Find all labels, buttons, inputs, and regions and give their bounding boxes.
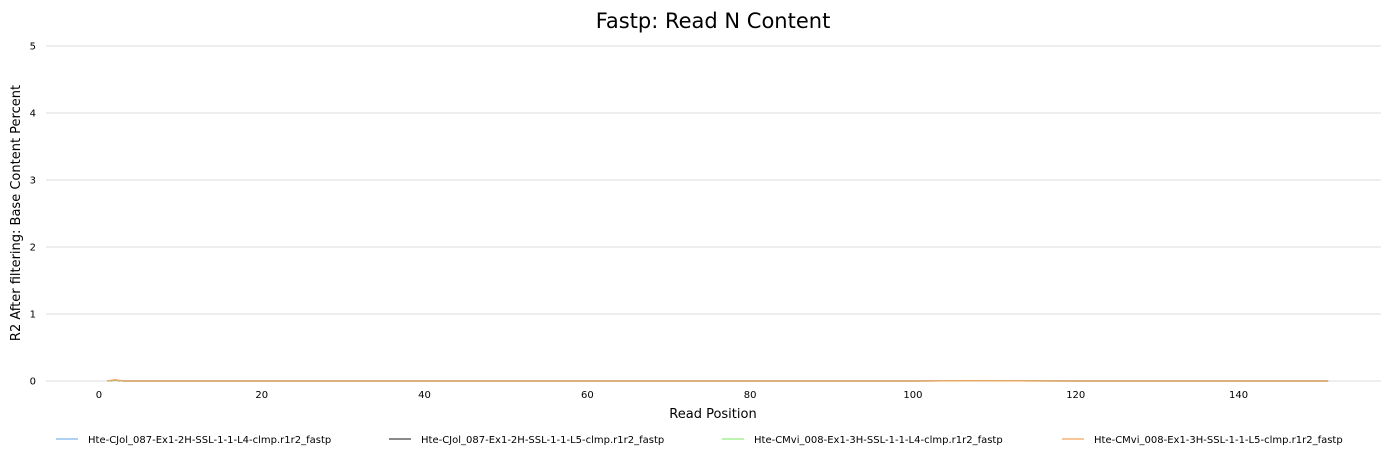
legend-label: Hte-CJol_087-Ex1-2H-SSL-1-1-L5-clmp.r1r2…: [421, 435, 664, 446]
legend-item[interactable]: Hte-CMvi_008-Ex1-3H-SSL-1-1-L4-clmp.r1r2…: [722, 435, 1003, 446]
legend-label: Hte-CMvi_008-Ex1-3H-SSL-1-1-L4-clmp.r1r2…: [754, 435, 1003, 446]
x-tick-label: 80: [744, 390, 757, 401]
x-tick-label: 60: [581, 390, 594, 401]
x-axis-ticks: 0 20 40 60 80 100 120 140: [96, 390, 1248, 401]
legend-item[interactable]: Hte-CJol_087-Ex1-2H-SSL-1-1-L5-clmp.r1r2…: [389, 435, 664, 446]
chart-title: Fastp: Read N Content: [596, 9, 831, 33]
y-axis-ticks: 0 1 2 3 4 5: [30, 42, 36, 388]
x-axis-label: Read Position: [669, 407, 756, 422]
legend-label: Hte-CMvi_008-Ex1-3H-SSL-1-1-L5-clmp.r1r2…: [1094, 435, 1343, 446]
x-tick-label: 100: [903, 390, 922, 401]
legend-item[interactable]: Hte-CJol_087-Ex1-2H-SSL-1-1-L4-clmp.r1r2…: [56, 435, 331, 446]
x-tick-label: 20: [255, 390, 268, 401]
x-tick-label: 140: [1229, 390, 1248, 401]
y-tick-label: 1: [30, 310, 36, 321]
legend[interactable]: Hte-CJol_087-Ex1-2H-SSL-1-1-L4-clmp.r1r2…: [56, 435, 1343, 446]
x-tick-label: 40: [418, 390, 431, 401]
y-axis-label: R2 After filtering: Base Content Percent: [9, 85, 24, 341]
y-tick-label: 0: [30, 377, 36, 388]
y-tick-label: 3: [30, 176, 36, 187]
y-tick-label: 4: [30, 109, 36, 120]
legend-item[interactable]: Hte-CMvi_008-Ex1-3H-SSL-1-1-L5-clmp.r1r2…: [1062, 435, 1343, 446]
x-tick-label: 0: [96, 390, 102, 401]
legend-label: Hte-CJol_087-Ex1-2H-SSL-1-1-L4-clmp.r1r2…: [88, 435, 331, 446]
y-tick-label: 2: [30, 243, 36, 254]
y-tick-label: 5: [30, 42, 36, 53]
x-tick-label: 120: [1066, 390, 1085, 401]
series-line[interactable]: [106, 379, 1329, 382]
series-lines: [106, 379, 1329, 382]
grid: [46, 45, 1381, 382]
